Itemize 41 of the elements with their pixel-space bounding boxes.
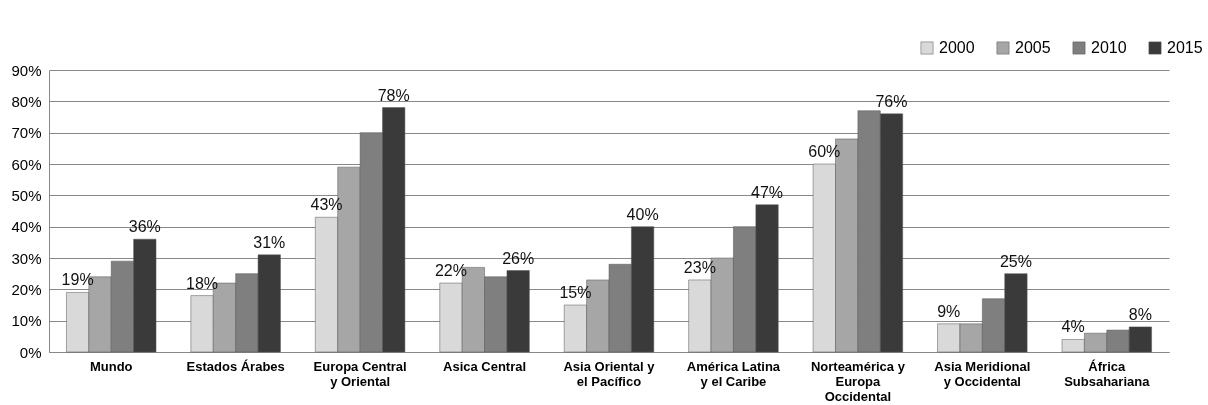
y-tick-label: 60%: [11, 155, 42, 173]
data-label: 15%: [559, 284, 592, 301]
data-label: 19%: [61, 271, 94, 289]
data-label: 40%: [626, 205, 659, 223]
data-label: 23%: [683, 258, 716, 276]
legend-label: 2000: [939, 39, 975, 56]
x-tick-label: Europa Central y Oriental: [313, 358, 407, 389]
y-tick-label: 70%: [11, 124, 42, 142]
y-tick-label: 30%: [11, 249, 42, 267]
x-tick-label: Asia Oriental y el Pacífico: [563, 358, 656, 389]
data-label: 4%: [1061, 318, 1085, 336]
x-tick-label: Norteamérica y Europa Occidental: [810, 358, 906, 404]
y-tick-label: 90%: [11, 61, 42, 79]
data-label: 25%: [999, 252, 1032, 270]
legend-label: 2010: [1091, 39, 1127, 56]
x-tick-label: Mundo: [89, 358, 133, 374]
x-tick-label: Asica Central: [443, 358, 527, 374]
x-tick-label: Asia Meridional y Occidental: [934, 358, 1031, 389]
data-label: 43%: [310, 196, 343, 214]
y-tick-label: 20%: [11, 280, 42, 298]
legend-label: 2005: [1015, 39, 1051, 56]
legend-label: 2015: [1167, 39, 1203, 56]
data-label: 31%: [253, 233, 286, 251]
data-label: 18%: [186, 274, 219, 292]
y-tick-label: 10%: [11, 312, 42, 330]
y-tick-label: 80%: [11, 92, 42, 110]
data-label: 36%: [128, 218, 161, 236]
x-tick-label: América Latina y el Caribe: [686, 358, 781, 389]
data-label: 26%: [502, 249, 535, 267]
data-label: 76%: [875, 92, 908, 110]
data-label: 47%: [751, 183, 784, 201]
data-label: 22%: [434, 262, 467, 280]
y-tick-label: 50%: [11, 186, 42, 204]
data-label: 78%: [377, 86, 410, 104]
data-label: 60%: [808, 143, 841, 160]
y-tick-label: 40%: [11, 218, 42, 236]
x-tick-label: Estados Árabes: [186, 358, 285, 374]
x-tick-label: África Subsahariana: [1064, 358, 1151, 389]
data-label: 9%: [937, 302, 961, 320]
data-label: 8%: [1128, 305, 1152, 323]
y-tick-label: 0%: [19, 343, 42, 361]
